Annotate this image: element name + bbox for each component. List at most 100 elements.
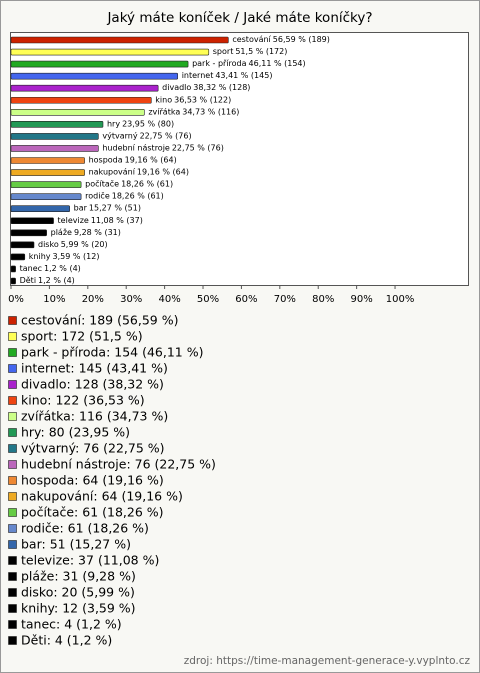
value-label: 56,59 % (189) — [273, 35, 330, 44]
category-label: nakupování — [89, 167, 136, 176]
legend-swatch — [8, 508, 17, 517]
legend-swatch — [8, 636, 17, 645]
bar-label: cestování 56,59 % (189) — [232, 35, 330, 44]
category-label: hry — [107, 119, 120, 128]
category-label: park - příroda — [192, 59, 247, 68]
bar-label: kino 36,53 % (122) — [155, 95, 231, 104]
bar-label: hospoda 19,16 % (64) — [89, 155, 177, 164]
category-label: Děti — [20, 276, 36, 285]
category-label: bar — [74, 203, 88, 212]
bar-label: nakupování 19,16 % (64) — [89, 167, 189, 176]
bar — [10, 157, 85, 164]
legend-label: hospoda: 64 (19,16 %) — [21, 473, 164, 488]
legend-swatch — [8, 572, 17, 581]
legend-label: nakupování: 64 (19,16 %) — [21, 489, 183, 504]
bar-label: bar 15,27 % (51) — [74, 203, 141, 212]
bar — [10, 193, 82, 200]
bar-label: divadlo 38,32 % (128) — [162, 83, 250, 92]
bar — [10, 84, 159, 92]
legend-swatch — [8, 604, 17, 613]
bar-label: hry 23,95 % (80) — [107, 119, 174, 128]
bar — [10, 241, 35, 249]
legend-label: divadlo: 128 (38,32 %) — [21, 377, 164, 392]
value-label: 46,11 % (154) — [249, 59, 306, 68]
x-tick-label: 90% — [351, 294, 373, 305]
legend-label: bar: 51 (15,27 %) — [21, 537, 131, 552]
category-label: sport — [213, 47, 234, 56]
bar — [10, 109, 145, 116]
legend-label: sport: 172 (51,5 %) — [21, 329, 143, 344]
value-label: 1,2 % (4) — [38, 276, 75, 285]
value-label: 18,26 % (61) — [121, 179, 173, 188]
bar-label: sport 51,5 % (172) — [213, 47, 288, 56]
bar — [10, 217, 54, 225]
category-label: divadlo — [162, 83, 191, 92]
bar-label: zvířátka 34,73 % (116) — [148, 107, 239, 116]
category-label: pláže — [51, 227, 72, 236]
legend-swatch — [8, 412, 17, 421]
category-label: hospoda — [89, 155, 123, 164]
bar — [10, 145, 99, 152]
legend-label: hudební nástroje: 76 (22,75 %) — [21, 457, 216, 472]
bar — [10, 36, 229, 44]
bar-label: internet 43,41 % (145) — [182, 71, 273, 80]
value-label: 38,32 % (128) — [193, 83, 250, 92]
legend-swatch — [8, 316, 17, 325]
value-label: 19,16 % (64) — [125, 155, 177, 164]
legend-label: kino: 122 (36,53 %) — [21, 393, 145, 408]
x-tick-label: 30% — [120, 294, 142, 305]
value-label: 34,73 % (116) — [182, 107, 239, 116]
x-tick-label: 20% — [82, 294, 104, 305]
x-tick-label: 50% — [197, 294, 219, 305]
bar-label: park - příroda 46,11 % (154) — [192, 59, 306, 68]
legend-swatch — [8, 524, 17, 533]
legend-swatch — [8, 380, 17, 389]
x-tick-label: 80% — [312, 294, 334, 305]
bar-label: hudební nástroje 22,75 % (76) — [102, 143, 224, 152]
legend-swatch — [8, 364, 17, 373]
x-tick-label: 60% — [235, 294, 257, 305]
value-label: 18,26 % (61) — [112, 191, 164, 200]
chart-title: Jaký máte koníček / Jaké máte koníčky? — [106, 10, 372, 26]
bar — [10, 169, 85, 176]
bar — [10, 48, 210, 56]
value-label: 22,75 % (76) — [172, 143, 224, 152]
category-label: počítače — [85, 178, 119, 188]
value-label: 22,75 % (76) — [140, 131, 192, 140]
x-tick-label: 40% — [158, 294, 180, 305]
legend-swatch — [8, 556, 17, 565]
category-label: rodiče — [85, 190, 110, 200]
legend-label: hry: 80 (23,95 %) — [21, 425, 130, 440]
legend-label: televize: 37 (11,08 %) — [21, 553, 159, 568]
value-label: 43,41 % (145) — [215, 71, 272, 80]
bar-label: televize 11,08 % (37) — [58, 215, 143, 224]
value-label: 1,2 % (4) — [44, 263, 81, 272]
category-label: tanec — [20, 263, 42, 272]
value-label: 51,5 % (172) — [235, 47, 287, 56]
value-label: 36,53 % (122) — [174, 95, 231, 104]
bar-label: Děti 1,2 % (4) — [20, 276, 75, 285]
x-tick-label: 70% — [274, 294, 296, 305]
legend-swatch — [8, 620, 17, 629]
bar — [10, 60, 189, 68]
value-label: 19,16 % (64) — [137, 167, 189, 176]
legend-swatch — [8, 428, 17, 437]
value-label: 15,27 % (51) — [89, 203, 141, 212]
bar — [10, 121, 104, 128]
bar — [10, 277, 16, 285]
legend-swatch — [8, 348, 17, 357]
legend-label: pláže: 31 (9,28 %) — [21, 569, 136, 584]
bar — [10, 205, 70, 212]
legend-swatch — [8, 476, 17, 485]
bar — [10, 72, 179, 80]
category-label: kino — [155, 95, 172, 104]
x-tick-label: 0% — [8, 294, 24, 305]
bar — [10, 96, 152, 104]
legend-label: tanec: 4 (1,2 %) — [21, 617, 122, 632]
bar — [10, 133, 99, 140]
legend-swatch — [8, 492, 17, 501]
bar — [10, 181, 82, 188]
legend-swatch — [8, 444, 17, 453]
legend-swatch — [8, 396, 17, 405]
legend-label: rodiče: 61 (18,26 %) — [21, 521, 149, 536]
